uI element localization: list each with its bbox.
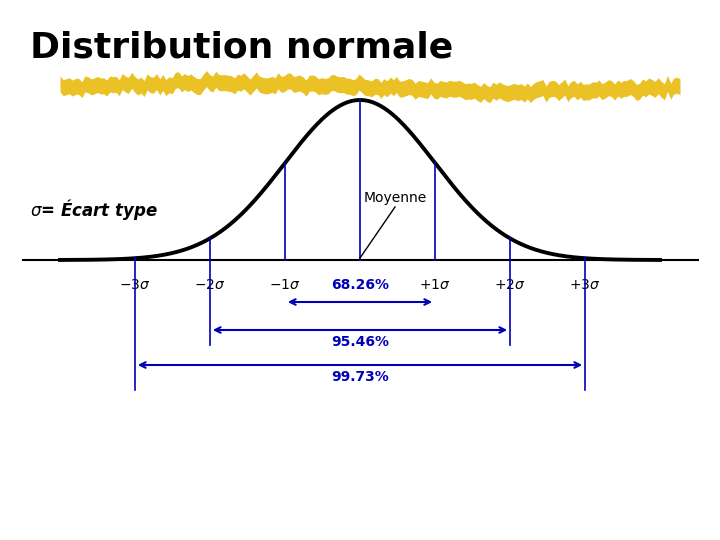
Text: $\sigma$= Écart type: $\sigma$= Écart type	[30, 198, 158, 222]
Text: $+1\sigma$: $+1\sigma$	[419, 278, 451, 292]
Text: 99.73%: 99.73%	[331, 370, 389, 384]
Text: 68.26%: 68.26%	[331, 278, 389, 292]
Text: Distribution normale: Distribution normale	[30, 30, 454, 64]
Text: $-1\sigma$: $-1\sigma$	[269, 278, 301, 292]
Text: $+3\sigma$: $+3\sigma$	[570, 278, 600, 292]
Text: $-2\sigma$: $-2\sigma$	[194, 278, 226, 292]
Text: Moyenne: Moyenne	[364, 191, 427, 205]
Text: $-3\sigma$: $-3\sigma$	[120, 278, 150, 292]
Text: 95.46%: 95.46%	[331, 335, 389, 349]
Text: $+2\sigma$: $+2\sigma$	[494, 278, 526, 292]
